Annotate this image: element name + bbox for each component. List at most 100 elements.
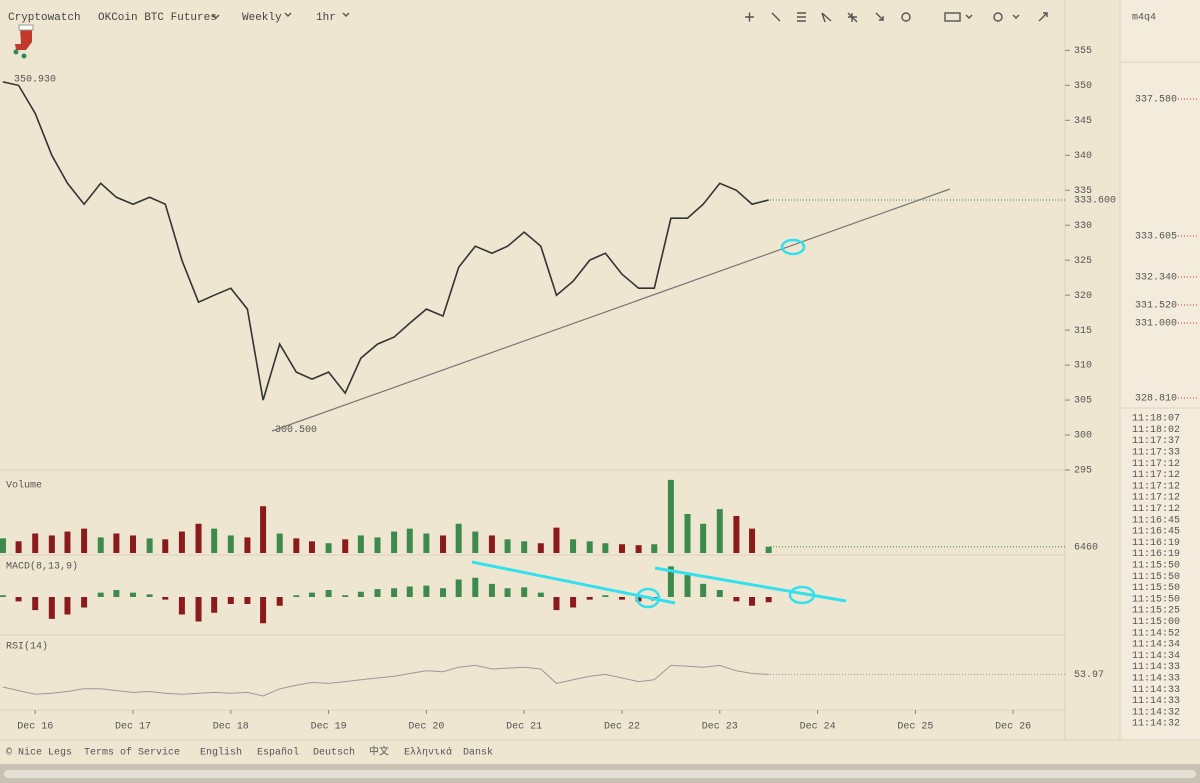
macd-bar bbox=[32, 597, 39, 611]
macd-bar bbox=[618, 597, 625, 600]
macd-bar bbox=[733, 597, 740, 602]
volume-bar bbox=[130, 535, 137, 553]
macd-bar bbox=[700, 583, 707, 597]
macd-bar bbox=[113, 590, 120, 597]
pane-title: Volume bbox=[6, 480, 42, 492]
crosshair-tool[interactable] bbox=[745, 12, 754, 22]
line-tool[interactable] bbox=[771, 12, 781, 22]
order-price: 328.810 bbox=[1135, 394, 1177, 405]
macd-bar bbox=[667, 566, 674, 597]
ray-tool[interactable] bbox=[821, 12, 832, 23]
interval-select[interactable]: 1hr bbox=[316, 12, 336, 24]
volume-bar bbox=[342, 539, 349, 553]
keyboard-button[interactable] bbox=[944, 12, 961, 22]
macd-bar bbox=[15, 597, 22, 602]
language-link[interactable]: Ελληνικά bbox=[404, 747, 452, 759]
language-link[interactable]: Deutsch bbox=[313, 747, 355, 759]
price-line bbox=[2, 81, 769, 401]
trade-time: 11:16:45 bbox=[1132, 515, 1180, 526]
x-tick-label: Dec 16 bbox=[17, 722, 53, 733]
volume-bar bbox=[162, 539, 169, 553]
volume-bar bbox=[48, 535, 55, 553]
macd-bar bbox=[423, 585, 430, 597]
period-select[interactable]: Weekly bbox=[242, 12, 282, 24]
trade-time: 11:14:33 bbox=[1132, 674, 1180, 685]
fib-tool[interactable] bbox=[847, 12, 858, 23]
volume-bar bbox=[586, 541, 593, 553]
language-link[interactable]: English bbox=[200, 747, 242, 759]
x-tick-label: Dec 17 bbox=[115, 722, 151, 733]
trade-time: 11:17:33 bbox=[1132, 448, 1180, 459]
trade-time: 11:16:19 bbox=[1132, 549, 1180, 560]
order-price: 331.520 bbox=[1135, 301, 1177, 312]
macd-bar bbox=[553, 597, 560, 611]
volume-bar bbox=[440, 535, 447, 553]
macd-bar bbox=[357, 591, 364, 597]
trade-time: 11:15:50 bbox=[1132, 583, 1180, 594]
volume-bar bbox=[0, 538, 6, 553]
macd-bar bbox=[586, 597, 593, 600]
price-extreme-label: 300.500 bbox=[275, 425, 317, 436]
terms-link[interactable]: Terms of Service bbox=[84, 747, 180, 759]
macd-bar bbox=[64, 597, 71, 615]
trade-time: 11:15:50 bbox=[1132, 594, 1180, 605]
volume-bar bbox=[700, 523, 707, 553]
circle-tool[interactable] bbox=[901, 12, 911, 22]
trade-time: 11:17:12 bbox=[1132, 470, 1180, 481]
macd-bar bbox=[472, 577, 479, 597]
stocking-icon bbox=[13, 24, 34, 59]
volume-bar bbox=[113, 533, 120, 553]
order-price: 333.605 bbox=[1135, 232, 1177, 243]
misc-icons[interactable] bbox=[965, 12, 1048, 22]
trade-time: 11:14:33 bbox=[1132, 662, 1180, 673]
y-tick-label: 310 bbox=[1074, 361, 1092, 372]
volume-bar bbox=[521, 541, 528, 553]
volume-bar bbox=[293, 538, 300, 553]
volume-bar bbox=[32, 533, 39, 553]
charts: 295 300 305 310 315 320 325 330 335 340 345 350 355 D… bbox=[0, 46, 1116, 733]
pane-title: MACD(8,13,9) bbox=[6, 561, 78, 573]
arrow-tool[interactable] bbox=[875, 12, 884, 21]
macd-bar bbox=[130, 592, 137, 597]
price-extreme-label: 350.930 bbox=[14, 74, 56, 85]
macd-bar bbox=[227, 597, 234, 604]
hline-tool[interactable] bbox=[797, 12, 806, 22]
volume-bar bbox=[504, 539, 511, 553]
macd-bar bbox=[391, 588, 398, 597]
settings-button[interactable] bbox=[993, 12, 1003, 22]
trade-time: 11:16:45 bbox=[1132, 527, 1180, 538]
copyright: © Nice Legs bbox=[6, 747, 72, 759]
volume-bar bbox=[749, 528, 756, 553]
macd-bar bbox=[537, 592, 544, 597]
x-tick-label: Dec 18 bbox=[213, 722, 249, 733]
rsi-line bbox=[2, 664, 769, 697]
volume-bar bbox=[618, 544, 625, 553]
macd-bar bbox=[765, 597, 772, 603]
scrollbar-thumb[interactable] bbox=[4, 770, 1196, 778]
volume-bar bbox=[651, 544, 658, 553]
trade-time: 11:14:33 bbox=[1132, 685, 1180, 696]
volume-bar bbox=[570, 539, 577, 553]
dropdown-arrows bbox=[212, 12, 350, 19]
macd-bar bbox=[521, 587, 528, 597]
market-select[interactable]: OKCoin BTC Futures bbox=[98, 12, 217, 24]
brand[interactable]: Cryptowatch bbox=[8, 12, 81, 24]
language-link[interactable]: Español bbox=[257, 747, 299, 759]
sidebar bbox=[1120, 0, 1200, 740]
trade-time: 11:15:50 bbox=[1132, 572, 1180, 583]
volume-bar bbox=[684, 514, 691, 553]
volume-bar bbox=[537, 543, 544, 553]
language-link[interactable]: 中文 bbox=[369, 745, 389, 759]
x-tick-label: Dec 26 bbox=[995, 722, 1031, 733]
pane-title: RSI(14) bbox=[6, 641, 48, 653]
macd-bar bbox=[260, 597, 267, 624]
macd-bar bbox=[504, 588, 511, 597]
volume-bar bbox=[178, 531, 185, 553]
macd-bar bbox=[48, 597, 55, 619]
y-tick-label: 335 bbox=[1074, 186, 1092, 197]
volume-bar bbox=[211, 528, 218, 553]
language-link[interactable]: Dansk bbox=[463, 747, 493, 759]
macd-bar bbox=[308, 592, 315, 597]
